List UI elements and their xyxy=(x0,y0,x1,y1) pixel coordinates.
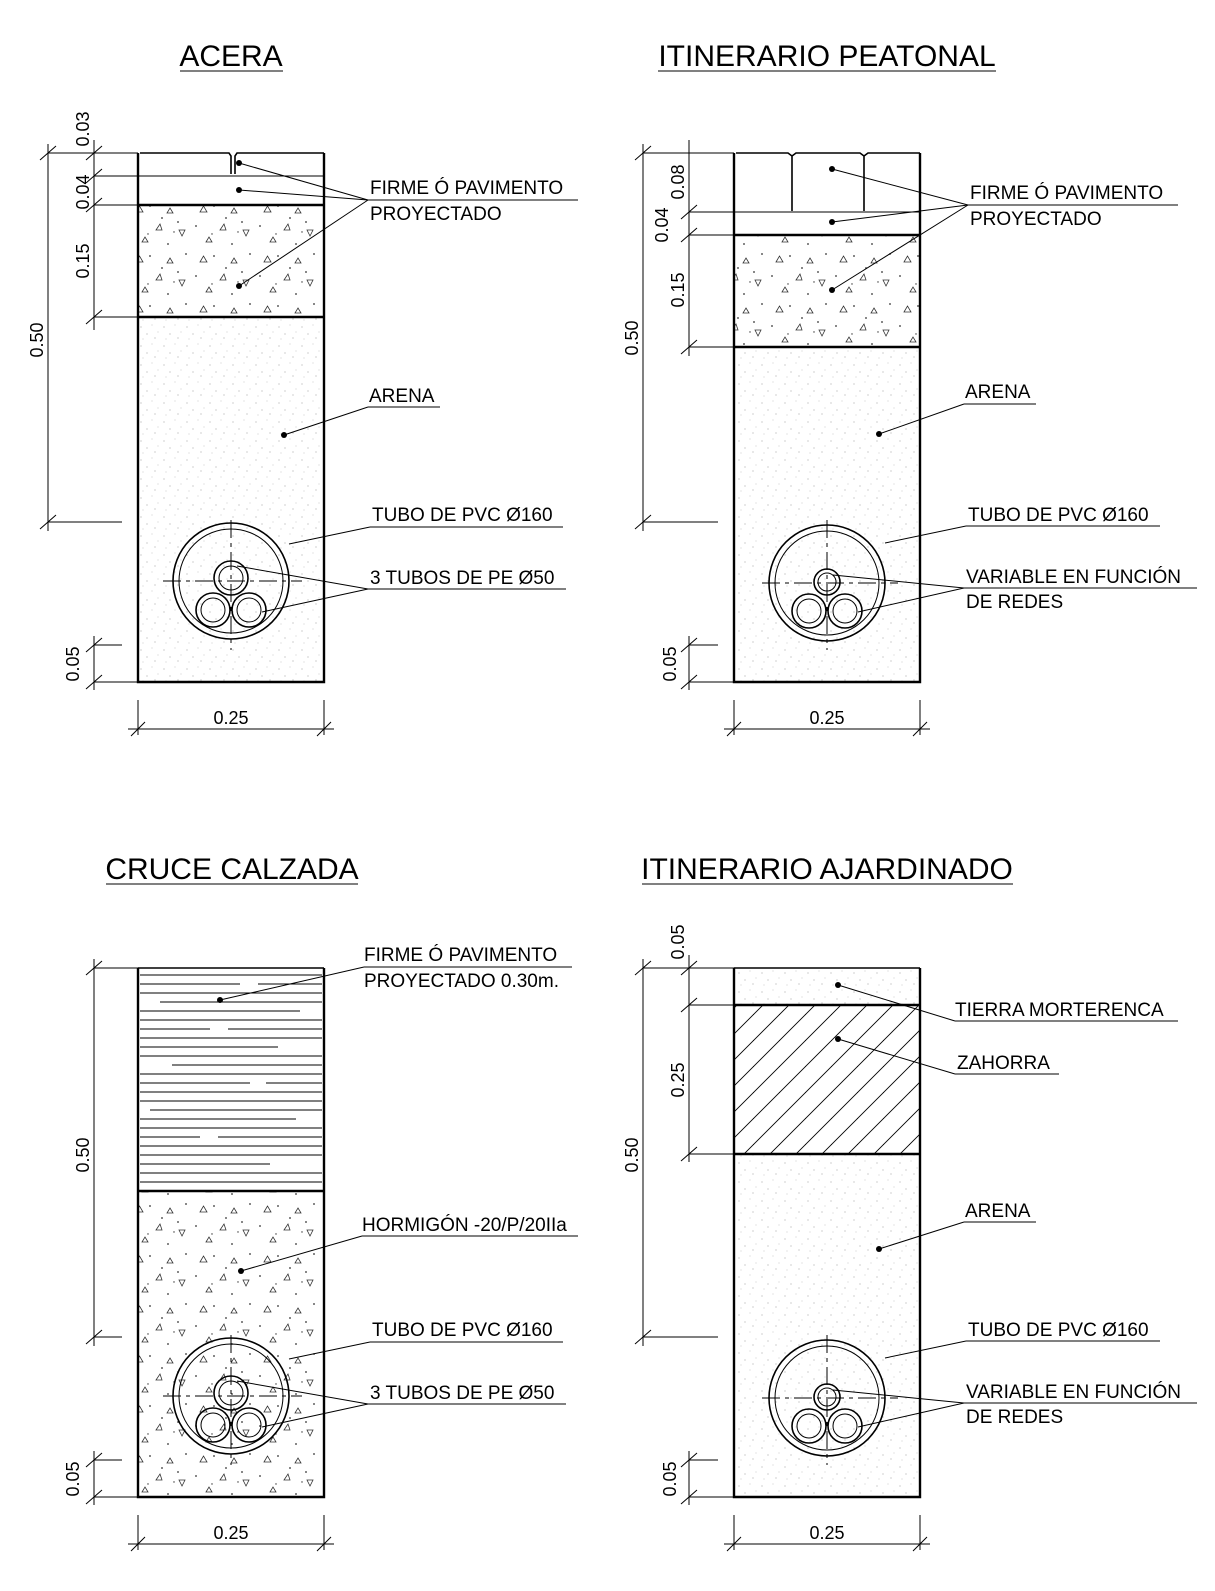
leaders xyxy=(829,166,1197,613)
label-tubo-pvc: TUBO DE PVC Ø160 xyxy=(968,1320,1149,1341)
leaders xyxy=(217,966,578,1428)
label-tierra: TIERRA MORTERENCA xyxy=(955,1000,1164,1021)
label-tubo-pvc: TUBO DE PVC Ø160 xyxy=(372,1320,553,1341)
dim-width: 0.25 xyxy=(213,1523,248,1543)
label-inner-pipes-line1: VARIABLE EN FUNCIÓN xyxy=(966,566,1181,588)
label-firme-line1: FIRME Ó PAVIMENTO xyxy=(970,182,1163,204)
label-inner-pipes-line2: DE REDES xyxy=(966,592,1063,613)
label-firme-line1: FIRME Ó PAVIMENTO xyxy=(364,944,557,966)
dim-second: 0.04 xyxy=(73,174,93,209)
dim-bottom: 0.05 xyxy=(63,1461,83,1496)
label-firme-line1: FIRME Ó PAVIMENTO xyxy=(370,177,563,199)
pvc-pipe-bundle xyxy=(762,1335,898,1465)
label-arena: ARENA xyxy=(369,386,435,407)
paving-blocks xyxy=(736,152,920,211)
paving-tiles xyxy=(140,152,324,174)
dim-bottom: 0.05 xyxy=(660,646,680,681)
section-title: ITINERARIO AJARDINADO xyxy=(641,853,1013,886)
vertical-dimensions xyxy=(634,955,734,1505)
dim-width: 0.25 xyxy=(809,708,844,728)
label-arena: ARENA xyxy=(965,382,1031,403)
subbase-concrete-layer xyxy=(138,205,324,317)
section-acera: ACERA xyxy=(27,40,578,737)
dim-total: 0.50 xyxy=(73,1137,93,1172)
vertical-dimensions xyxy=(634,140,734,690)
width-dimension xyxy=(128,1515,334,1552)
width-dimension xyxy=(724,1515,930,1552)
section-itinerario-peatonal: ITINERARIO PEATONAL xyxy=(622,40,1197,737)
pvc-pipe-bundle xyxy=(163,520,302,650)
dim-third: 0.15 xyxy=(73,243,93,278)
label-firme-line2: PROYECTADO xyxy=(970,209,1102,230)
label-firme-line2: PROYECTADO xyxy=(370,204,502,225)
dim-top: 0.05 xyxy=(668,924,688,959)
dim-width: 0.25 xyxy=(213,708,248,728)
label-zahorra: ZAHORRA xyxy=(957,1053,1050,1074)
section-title: CRUCE CALZADA xyxy=(105,853,358,886)
dim-bottom: 0.05 xyxy=(63,646,83,681)
width-dimension xyxy=(128,700,334,737)
topsoil-layer xyxy=(734,968,920,1005)
gravel-layer-hatch xyxy=(734,1005,920,1154)
dim-second: 0.04 xyxy=(652,207,672,242)
leaders xyxy=(236,160,578,613)
trench-outline xyxy=(732,968,922,1499)
pvc-pipe-bundle xyxy=(163,1335,302,1465)
leaders xyxy=(832,982,1197,1428)
label-inner-pipes: 3 TUBOS DE PE Ø50 xyxy=(370,1383,554,1404)
dim-total: 0.50 xyxy=(622,320,642,355)
dim-total: 0.50 xyxy=(27,322,47,357)
section-title: ITINERARIO PEATONAL xyxy=(658,40,995,73)
label-inner-pipes-line2: DE REDES xyxy=(966,1407,1063,1428)
trench-outline xyxy=(732,153,922,684)
section-itinerario-ajardinado: ITINERARIO AJARDINADO xyxy=(622,853,1197,1552)
label-firme-line2: PROYECTADO 0.30m. xyxy=(364,971,559,992)
trench-outline xyxy=(136,153,326,684)
dim-total: 0.50 xyxy=(622,1137,642,1172)
dim-bottom: 0.05 xyxy=(660,1461,680,1496)
subbase-concrete-layer xyxy=(734,235,920,347)
dim-third: 0.15 xyxy=(668,272,688,307)
dim-second: 0.25 xyxy=(668,1062,688,1097)
section-title: ACERA xyxy=(179,40,282,73)
label-inner-pipes-line1: VARIABLE EN FUNCIÓN xyxy=(966,1381,1181,1403)
trench-outline xyxy=(136,968,326,1499)
vertical-dimensions xyxy=(85,959,138,1505)
vertical-dimensions xyxy=(39,140,138,690)
dim-top: 0.03 xyxy=(73,111,93,146)
pvc-pipe-bundle xyxy=(762,520,898,650)
dim-top: 0.08 xyxy=(668,164,688,199)
label-tubo-pvc: TUBO DE PVC Ø160 xyxy=(968,505,1149,526)
width-dimension xyxy=(724,700,930,737)
label-tubo-pvc: TUBO DE PVC Ø160 xyxy=(372,505,553,526)
section-cruce-calzada: CRUCE CALZADA xyxy=(63,853,578,1552)
dim-width: 0.25 xyxy=(809,1523,844,1543)
asphalt-pavement-hatch xyxy=(140,974,322,1183)
label-hormigon: HORMIGÓN -20/P/20IIa xyxy=(362,1214,567,1236)
label-inner-pipes: 3 TUBOS DE PE Ø50 xyxy=(370,568,554,589)
label-arena: ARENA xyxy=(965,1201,1031,1222)
